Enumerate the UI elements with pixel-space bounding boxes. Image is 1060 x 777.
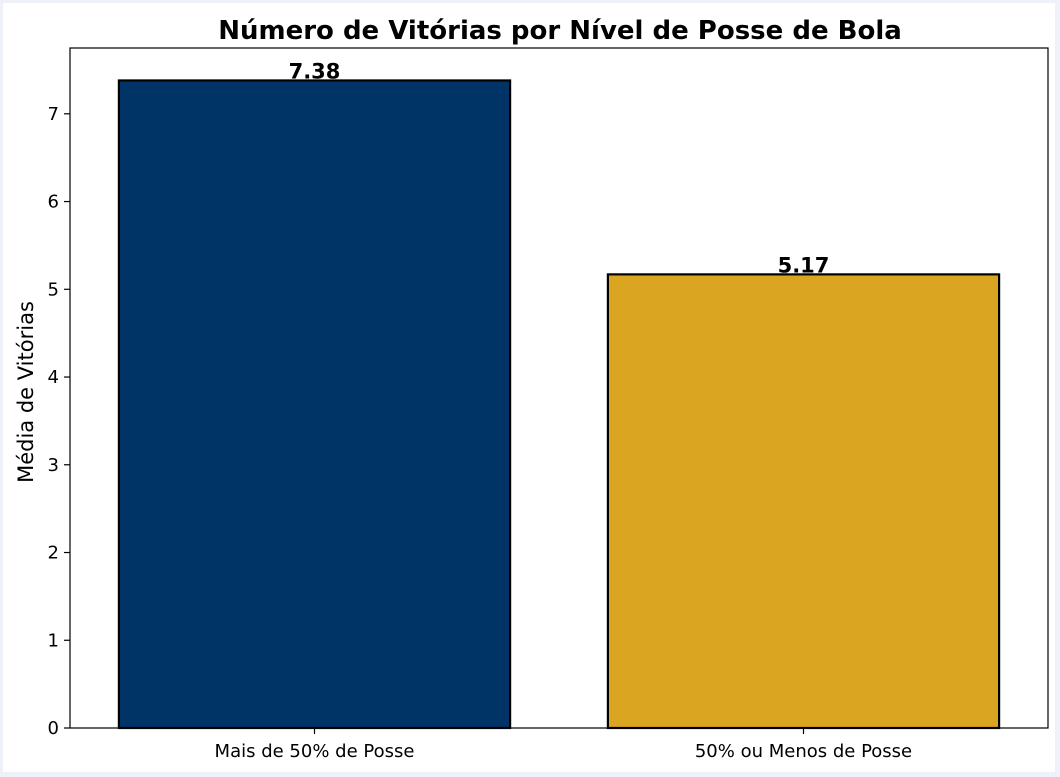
y-axis-label: Média de Vitórias [14, 301, 38, 483]
y-tick-label: 3 [48, 455, 59, 476]
chart-title: Número de Vitórias por Nível de Posse de… [218, 16, 902, 46]
chart-container: Número de Vitórias por Nível de Posse de… [3, 3, 1055, 772]
y-tick-label: 4 [48, 367, 59, 388]
y-tick-label: 2 [48, 543, 59, 564]
bar-chart: Número de Vitórias por Nível de Posse de… [14, 16, 1049, 762]
data-label: 7.38 [289, 59, 341, 83]
y-tick-label: 7 [48, 104, 59, 125]
y-tick-label: 5 [48, 279, 59, 300]
x-axis-ticks: Mais de 50% de Posse 50% ou Menos de Poss… [215, 728, 912, 762]
x-tick-label: Mais de 50% de Posse [215, 741, 415, 762]
bars-group [117, 79, 1001, 730]
data-label: 5.17 [778, 253, 830, 277]
y-tick-label: 0 [48, 718, 59, 739]
y-tick-label: 1 [48, 630, 59, 651]
plot-frame [69, 47, 1049, 729]
x-tick-label: 50% ou Menos de Posse [695, 741, 912, 762]
bar [606, 273, 1001, 730]
bar [117, 79, 512, 730]
y-tick-label: 6 [48, 192, 59, 213]
y-axis-ticks: 0 1 2 3 4 5 6 7 [48, 104, 70, 739]
value-labels-group: 7.38 5.17 [289, 59, 830, 277]
